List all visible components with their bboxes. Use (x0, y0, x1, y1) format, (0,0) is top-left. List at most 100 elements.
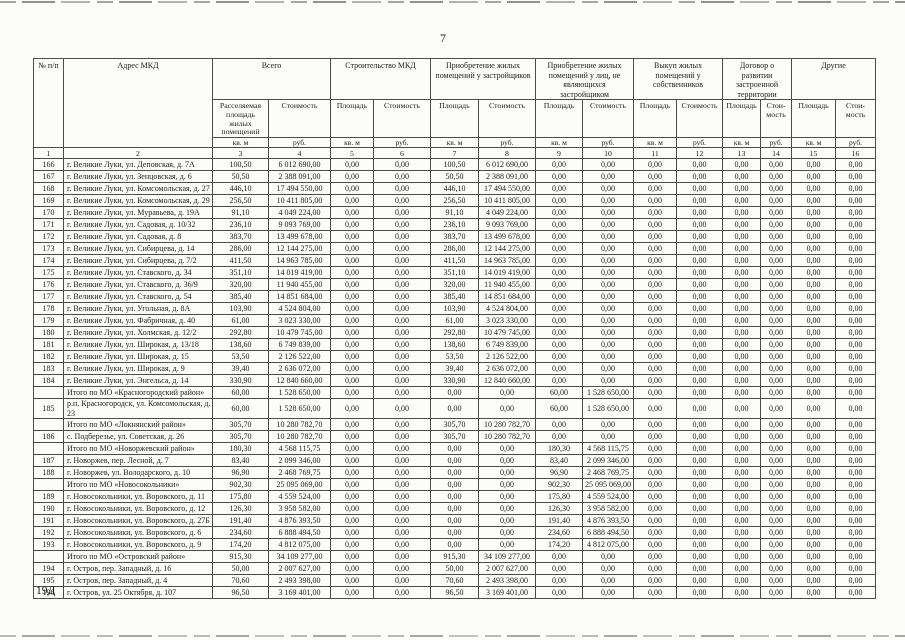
value-cell-col9: 902,30 (535, 478, 583, 492)
value-cell-col9: 60,00 (535, 398, 583, 420)
value-cell-col14: 0,00 (760, 350, 793, 364)
value-cell-col16: 0,00 (835, 278, 877, 292)
value-cell-col16: 0,00 (835, 194, 877, 208)
value-cell-col9: 83,40 (535, 454, 583, 468)
value-cell-col9: 191,40 (535, 514, 583, 528)
value-cell-col9: 180,30 (535, 442, 583, 456)
value-cell-col6: 0,00 (373, 398, 431, 420)
table-row: 177 г. Великие Луки, ул. Ставского, д. 54… (33, 290, 877, 304)
value-cell-col7: 138,60 (430, 338, 479, 352)
table-row: 179 г. Великие Луки, ул. Фабричная, д. 40… (33, 314, 877, 328)
value-cell-col12: 0,00 (676, 430, 724, 444)
value-cell-col4: 12 840 660,00 (268, 374, 331, 388)
value-cell-col3: 100,50 (212, 158, 269, 172)
value-cell-col3: 39,40 (212, 362, 269, 376)
value-cell-col6: 0,00 (373, 586, 431, 600)
value-cell-col9: 0,00 (535, 242, 583, 256)
value-cell-col9: 0,00 (535, 430, 583, 444)
value-cell-col16: 0,00 (835, 502, 877, 516)
value-cell-col10: 0,00 (581, 562, 635, 576)
header-row-sub: Расселяемая площадь жилых помещений Стоим… (34, 98, 877, 139)
value-cell-col9: 0,00 (535, 206, 583, 220)
value-cell-col11: 0,00 (633, 514, 678, 528)
scan-artifact-bottom (0, 635, 905, 637)
col-number: 12 (676, 147, 724, 160)
address-cell: г. Великие Луки, ул. Сибирцева, д. 14 (63, 242, 213, 256)
value-cell-col10: 0,00 (581, 230, 635, 244)
value-cell-col3: 385,40 (212, 290, 269, 304)
subtotal-label-cell: Итого по МО «Новоржевский район» (63, 442, 213, 456)
col-group-header-1: Строительство МКД (330, 58, 431, 100)
value-cell-col14: 0,00 (760, 182, 793, 196)
value-cell-col13: 0,00 (722, 194, 762, 208)
value-cell-col10: 0,00 (581, 550, 635, 564)
value-cell-col3: 292,80 (212, 326, 269, 340)
value-cell-col6: 0,00 (373, 182, 431, 196)
value-cell-col15: 0,00 (791, 442, 837, 456)
value-cell-col16: 0,00 (835, 418, 877, 432)
scan-artifact-top (0, 1, 905, 3)
value-cell-col9: 0,00 (535, 374, 583, 388)
value-cell-col8: 10 479 745,00 (478, 326, 536, 340)
value-cell-col10: 25 095 069,00 (581, 478, 635, 492)
value-cell-col5: 0,00 (330, 386, 374, 400)
value-cell-col11: 0,00 (633, 314, 678, 328)
table-row: 178 г. Великие Луки, ул. Угольная, д. 8А 1… (33, 302, 877, 316)
value-cell-col7: 236,10 (430, 218, 479, 232)
value-cell-col5: 0,00 (330, 550, 374, 564)
value-cell-col11: 0,00 (633, 418, 678, 432)
value-cell-col5: 0,00 (330, 586, 374, 600)
value-cell-col9: 0,00 (535, 194, 583, 208)
value-cell-col9: 0,00 (535, 350, 583, 364)
value-cell-col7: 61,00 (430, 314, 479, 328)
table-row: 188 г. Новоржев, ул. Володарского, д. 10 9… (33, 466, 877, 480)
row-number-cell: 193 (33, 538, 64, 552)
address-cell: г. Великие Луки, ул. Садовая, д. 8 (63, 230, 213, 244)
value-cell-col10: 0,00 (581, 194, 635, 208)
value-cell-col16: 0,00 (835, 466, 877, 480)
value-cell-col9: 0,00 (535, 230, 583, 244)
value-cell-col4: 2 493 398,00 (268, 574, 331, 588)
value-cell-col14: 0,00 (760, 254, 793, 268)
value-cell-col3: 446,10 (212, 182, 269, 196)
value-cell-col13: 0,00 (722, 490, 762, 504)
value-cell-col9: 175,80 (535, 490, 583, 504)
value-cell-col5: 0,00 (330, 374, 374, 388)
value-cell-col12: 0,00 (676, 314, 724, 328)
value-cell-col3: 236,10 (212, 218, 269, 232)
table-row: 187 г. Новоржев, пер. Лесной, д. 7 83,40 2 … (33, 454, 877, 468)
subtotal-label-cell: Итого по МО «Локнянский район» (63, 418, 213, 432)
address-cell: р.п. Красногородск, ул. Комсомольская, д… (63, 398, 213, 420)
value-cell-col8: 10 411 805,00 (478, 194, 536, 208)
value-cell-col5: 0,00 (330, 278, 374, 292)
value-cell-col12: 0,00 (676, 182, 724, 196)
value-cell-col9: 60,00 (535, 386, 583, 400)
value-cell-col14: 0,00 (760, 538, 793, 552)
value-cell-col13: 0,00 (722, 562, 762, 576)
value-cell-col14: 0,00 (760, 362, 793, 376)
table-row: 176 г. Великие Луки, ул. Ставского, д. 36… (33, 278, 877, 292)
value-cell-col9: 96,90 (535, 466, 583, 480)
value-cell-col16: 0,00 (835, 586, 877, 600)
value-cell-col7: 50,00 (430, 562, 479, 576)
row-number-cell: 182 (33, 350, 64, 364)
value-cell-col15: 0,00 (791, 398, 837, 420)
table-row: 194 г. Остров, пер. Западный, д. 16 50,00 2… (33, 562, 877, 576)
value-cell-col8: 9 093 769,00 (478, 218, 536, 232)
value-cell-col12: 0,00 (676, 550, 724, 564)
value-cell-col3: 915,30 (212, 550, 269, 564)
value-cell-col7: 91,10 (430, 206, 479, 220)
value-cell-col7: 385,40 (430, 290, 479, 304)
value-cell-col10: 0,00 (581, 158, 635, 172)
value-cell-col10: 0,00 (581, 362, 635, 376)
value-cell-col6: 0,00 (373, 206, 431, 220)
row-number-cell: 190 (33, 502, 64, 516)
subtotal-row: Итого по МО «Новоржевский район» 180,30 4 … (33, 442, 877, 456)
value-cell-col14: 0,00 (760, 466, 793, 480)
value-cell-col12: 0,00 (676, 230, 724, 244)
value-cell-col16: 0,00 (835, 290, 877, 304)
value-cell-col7: 0,00 (430, 514, 479, 528)
value-cell-col3: 50,50 (212, 170, 269, 184)
value-cell-col6: 0,00 (373, 266, 431, 280)
subtotal-row: Итого по МО «Красногородский район» 60,00… (33, 386, 877, 400)
